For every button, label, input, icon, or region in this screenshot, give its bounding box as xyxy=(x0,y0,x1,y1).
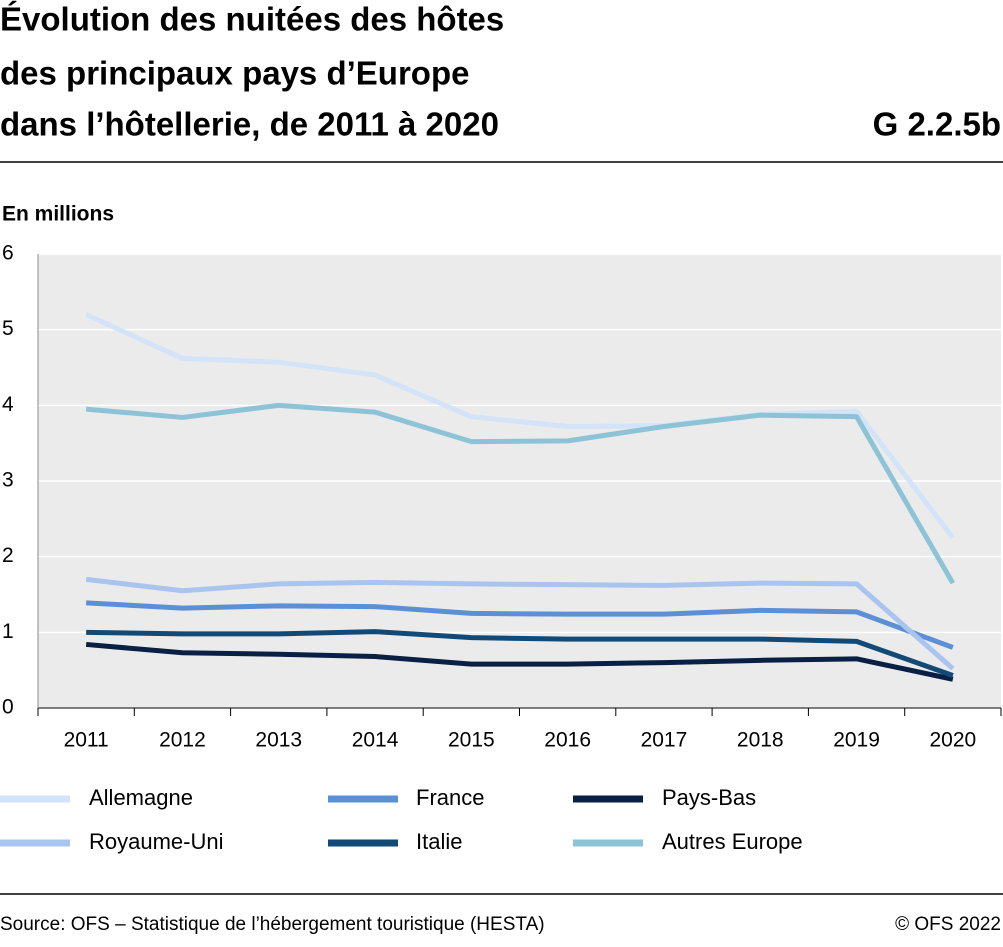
chart-title: Évolution des nuitées des hôtes xyxy=(0,1,504,38)
chart-title: dans l’hôtellerie, de 2011 à 2020 xyxy=(0,106,499,143)
x-tick-label: 2012 xyxy=(159,729,206,752)
legend-label: France xyxy=(416,785,484,810)
x-tick-label: 2011 xyxy=(64,729,109,752)
y-tick-label: 1 xyxy=(2,620,14,643)
legend-label: Pays-Bas xyxy=(662,785,756,810)
copyright: © OFS 2022 xyxy=(895,914,1001,935)
legend-label: Royaume-Uni xyxy=(89,829,224,854)
series-line xyxy=(85,312,955,540)
x-tick-label: 2019 xyxy=(833,729,880,752)
y-tick-label: 2 xyxy=(2,544,14,567)
legend-label: Autres Europe xyxy=(662,829,803,854)
series-line xyxy=(86,600,954,650)
legend-label: Allemagne xyxy=(89,785,193,810)
chart-id: G 2.2.5b xyxy=(873,106,1001,143)
y-axis-label: En millions xyxy=(2,203,114,226)
x-tick-label: 2014 xyxy=(352,729,399,752)
x-tick-label: 2018 xyxy=(737,729,784,752)
legend-label: Italie xyxy=(416,829,462,854)
y-tick-label: 5 xyxy=(2,317,14,340)
chart-title: des principaux pays d’Europe xyxy=(0,55,469,92)
y-tick-label: 6 xyxy=(2,242,14,265)
series-line xyxy=(85,641,954,682)
source: Source: OFS – Statistique de l’hébergeme… xyxy=(0,914,545,935)
x-tick-label: 2015 xyxy=(448,729,495,752)
series-line xyxy=(85,576,955,671)
y-tick-label: 0 xyxy=(2,696,14,719)
series-line xyxy=(86,629,954,678)
x-tick-label: 2016 xyxy=(544,729,591,752)
y-tick-label: 4 xyxy=(2,393,14,416)
series-line xyxy=(85,402,956,585)
x-tick-label: 2017 xyxy=(641,729,688,752)
x-tick-label: 2020 xyxy=(929,729,976,752)
y-tick-label: 3 xyxy=(2,469,14,492)
x-tick-label: 2013 xyxy=(255,729,302,752)
